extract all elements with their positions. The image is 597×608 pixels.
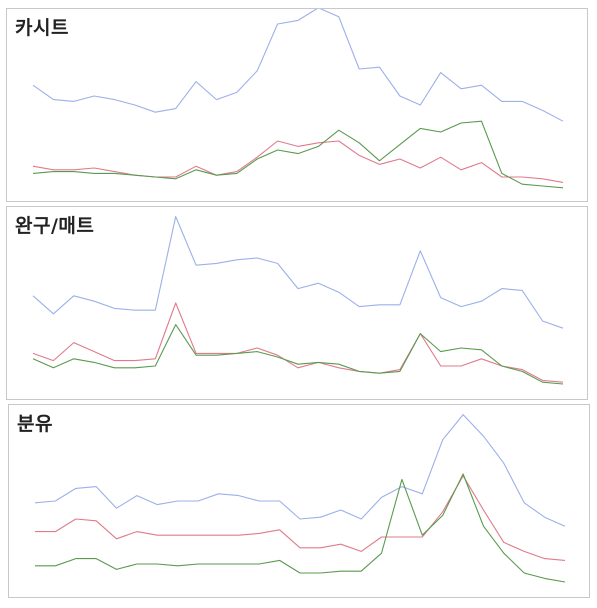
series-3-line bbox=[32, 324, 564, 385]
series-2-line bbox=[32, 302, 564, 383]
series-1-line bbox=[32, 216, 564, 329]
series-1-line bbox=[34, 414, 566, 527]
series-3-line bbox=[35, 473, 566, 583]
chart-title: 분유 bbox=[17, 413, 53, 435]
series-2-line bbox=[35, 475, 566, 561]
chart-panel-formula: 분유 bbox=[8, 404, 590, 598]
chart-plot bbox=[32, 9, 564, 189]
series-1-line bbox=[32, 9, 564, 122]
chart-panel-car-seat: 카시트 bbox=[6, 8, 588, 202]
chart-panel-toys-mats: 완구/매트 bbox=[6, 206, 588, 400]
chart-title: 카시트 bbox=[15, 17, 69, 39]
chart-plot bbox=[32, 216, 564, 385]
series-2-line bbox=[32, 140, 564, 183]
chart-title: 완구/매트 bbox=[15, 215, 95, 237]
chart-plot bbox=[34, 414, 566, 583]
series-3-line bbox=[32, 120, 564, 189]
